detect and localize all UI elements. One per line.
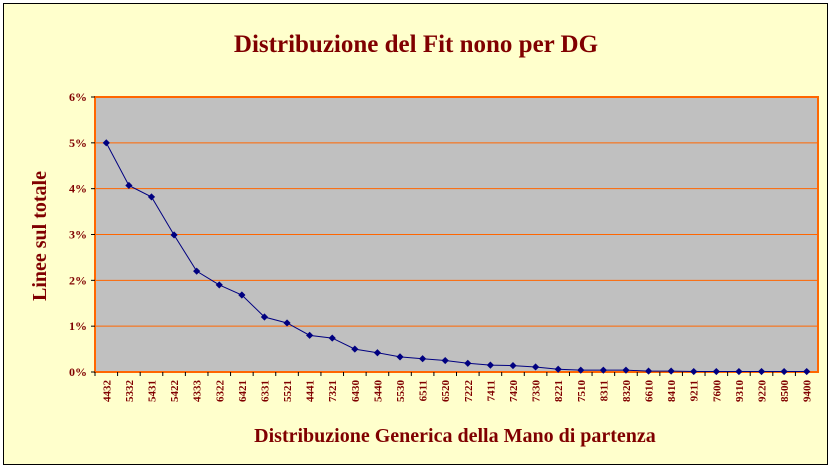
x-tick-label: 7600: [711, 380, 723, 403]
data-point: [170, 231, 178, 239]
data-point: [780, 367, 788, 376]
y-tick-label: 0%: [69, 365, 87, 379]
x-tick-label: 5431: [146, 380, 158, 402]
x-axis-ticks: 4432 5332 5431 5422 4333 6322 6421 6331 5521 4441…: [94, 372, 814, 403]
x-tick-label: 6331: [259, 380, 271, 402]
data-point: [531, 363, 540, 371]
y-tick-label: 6%: [69, 90, 87, 104]
data-point: [509, 361, 517, 370]
x-tick-label: 7510: [576, 380, 588, 403]
data-points: [102, 139, 811, 376]
x-tick-label: 8410: [666, 380, 678, 403]
data-point: [757, 367, 766, 376]
x-tick-label: 5530: [395, 380, 407, 403]
y-tick-label: 5%: [69, 136, 87, 150]
x-tick-label: 8320: [621, 380, 633, 403]
y-tick-label: 4%: [69, 182, 87, 196]
x-tick-label: 7411: [485, 380, 497, 401]
data-point: [215, 281, 223, 289]
data-point: [193, 267, 201, 275]
data-point: [419, 355, 427, 363]
x-tick-label: 9220: [757, 380, 769, 403]
x-tick-label: 5440: [372, 380, 384, 403]
data-point: [373, 349, 382, 357]
data-point: [306, 331, 314, 339]
x-tick-label: 5521: [282, 380, 294, 402]
x-tick-label: 6520: [440, 380, 452, 403]
data-point: [238, 291, 246, 299]
data-point: [577, 366, 585, 374]
data-point: [396, 353, 404, 361]
y-tick-label: 2%: [69, 273, 87, 287]
chart-title: Distribuzione del Fit nono per DG: [234, 31, 598, 58]
data-point: [712, 367, 720, 376]
x-axis-title: Distribuzione Generica della Mano di par…: [254, 425, 656, 447]
series-line: [105, 142, 807, 373]
data-point: [464, 359, 472, 367]
x-tick-label: 9211: [689, 380, 701, 401]
line-chart: Distribuzione del Fit nono per DG 0% 1% 2%…: [29, 31, 819, 447]
x-tick-label: 8221: [553, 380, 565, 402]
x-tick-label: 6610: [644, 380, 656, 403]
x-tick-label: 6430: [350, 380, 362, 403]
x-tick-label: 8500: [779, 380, 791, 403]
gridlines: [95, 142, 818, 327]
data-point: [599, 366, 607, 374]
x-tick-label: 9310: [734, 380, 746, 403]
y-tick-label: 3%: [69, 228, 87, 242]
data-point: [667, 367, 675, 375]
x-tick-label: 8311: [598, 380, 610, 401]
data-point: [441, 356, 449, 365]
x-tick-label: 6511: [418, 380, 430, 401]
data-point: [803, 367, 811, 376]
x-tick-label: 4441: [305, 380, 317, 402]
data-point: [147, 193, 156, 201]
chart-frame: Distribuzione del Fit nono per DG 0% 1% 2%…: [3, 3, 828, 465]
data-point: [622, 366, 630, 374]
y-axis-ticks: 0% 1% 2% 3% 4% 5% 6%: [69, 90, 95, 379]
x-tick-label: 9400: [802, 380, 814, 403]
data-point: [102, 139, 110, 147]
x-tick-label: 7420: [508, 380, 520, 403]
data-point: [260, 313, 269, 321]
y-axis-title: Linee sul totale: [29, 171, 51, 301]
x-tick-label: 4432: [101, 380, 113, 403]
x-tick-label: 7222: [463, 380, 475, 403]
y-tick-label: 1%: [69, 319, 87, 333]
data-point: [328, 334, 336, 342]
x-tick-label: 7321: [327, 380, 339, 402]
data-point: [554, 365, 562, 373]
data-point: [351, 345, 359, 353]
data-point: [125, 181, 133, 190]
x-tick-label: 5422: [169, 380, 181, 403]
data-point: [644, 367, 653, 375]
x-tick-label: 7330: [531, 380, 543, 403]
data-point: [690, 367, 698, 376]
x-tick-label: 6322: [214, 380, 226, 403]
data-point: [283, 319, 291, 327]
x-tick-label: 5332: [124, 380, 136, 403]
x-tick-label: 4333: [192, 380, 204, 403]
data-point: [735, 367, 743, 376]
x-tick-label: 6421: [237, 380, 249, 402]
data-point: [486, 361, 494, 369]
